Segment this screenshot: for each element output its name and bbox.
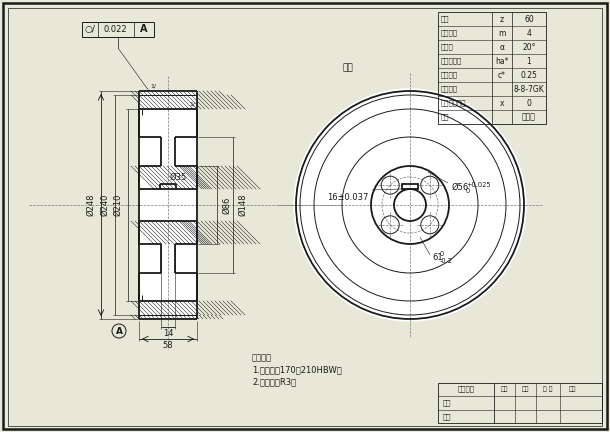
Bar bbox=[402, 184, 418, 189]
Text: 齿数: 齿数 bbox=[441, 16, 450, 22]
Bar bbox=[82, 22, 154, 37]
Bar bbox=[139, 301, 197, 315]
Text: x: x bbox=[500, 98, 504, 108]
Text: 0.022: 0.022 bbox=[103, 25, 127, 34]
Text: 0: 0 bbox=[526, 98, 531, 108]
Text: 比例: 比例 bbox=[501, 386, 508, 392]
Text: 61: 61 bbox=[432, 252, 443, 261]
Circle shape bbox=[294, 89, 526, 321]
Text: 0.25: 0.25 bbox=[520, 70, 537, 79]
Text: 齿轮变位系数: 齿轮变位系数 bbox=[441, 100, 467, 106]
Bar bbox=[139, 315, 197, 319]
Text: z: z bbox=[500, 15, 504, 23]
Text: m: m bbox=[498, 29, 506, 38]
Bar bbox=[139, 95, 197, 109]
Text: 4: 4 bbox=[526, 29, 531, 38]
Text: Ø86: Ø86 bbox=[223, 196, 232, 214]
Text: +0.025: +0.025 bbox=[466, 182, 490, 188]
Bar bbox=[139, 221, 147, 244]
Text: Ø56: Ø56 bbox=[452, 182, 469, 191]
Text: 1/: 1/ bbox=[189, 102, 195, 107]
Text: 齿形角: 齿形角 bbox=[441, 44, 454, 50]
Text: ○/: ○/ bbox=[85, 25, 95, 34]
Bar bbox=[139, 166, 147, 189]
Text: 齿顶高系数: 齿顶高系数 bbox=[441, 58, 462, 64]
Text: Ø35: Ø35 bbox=[170, 172, 187, 181]
Text: α: α bbox=[500, 42, 504, 51]
Text: 法向模数: 法向模数 bbox=[441, 30, 458, 36]
Text: 1/: 1/ bbox=[150, 83, 156, 89]
Bar bbox=[139, 91, 197, 95]
Bar bbox=[189, 166, 197, 189]
Text: 第 页: 第 页 bbox=[544, 386, 553, 392]
Text: 图纸名称: 图纸名称 bbox=[458, 386, 475, 392]
Bar bbox=[139, 91, 197, 95]
Text: ha*: ha* bbox=[495, 57, 509, 66]
Text: 58: 58 bbox=[163, 342, 173, 350]
Text: 顶隙系数: 顶隙系数 bbox=[441, 72, 458, 78]
Bar bbox=[139, 221, 147, 244]
Text: Ø248: Ø248 bbox=[87, 194, 96, 216]
Bar bbox=[438, 383, 602, 423]
Text: 14: 14 bbox=[163, 330, 173, 339]
Text: 齿距: 齿距 bbox=[441, 114, 450, 120]
Text: Ø240: Ø240 bbox=[101, 194, 110, 216]
Bar bbox=[139, 95, 197, 109]
Bar bbox=[189, 166, 197, 189]
Text: Ø148: Ø148 bbox=[239, 194, 248, 216]
Text: -0.2: -0.2 bbox=[440, 258, 453, 264]
Text: 精度等级: 精度等级 bbox=[441, 86, 458, 92]
Text: A: A bbox=[115, 327, 123, 336]
Text: 右旋法: 右旋法 bbox=[522, 112, 536, 121]
Text: 2.未注圆角R3。: 2.未注圆角R3。 bbox=[252, 378, 296, 387]
Bar bbox=[139, 301, 197, 315]
Text: 共页: 共页 bbox=[522, 386, 529, 392]
Text: Ø210: Ø210 bbox=[113, 194, 123, 216]
Text: 20°: 20° bbox=[522, 42, 536, 51]
Bar bbox=[189, 221, 197, 244]
Text: 北余: 北余 bbox=[343, 64, 353, 73]
Text: 版本: 版本 bbox=[569, 386, 576, 392]
Text: 技术要求: 技术要求 bbox=[252, 353, 272, 362]
Text: A: A bbox=[140, 25, 148, 35]
Text: 0: 0 bbox=[440, 251, 444, 257]
Text: 1: 1 bbox=[526, 57, 531, 66]
Bar bbox=[139, 166, 147, 189]
Text: 16±0.037: 16±0.037 bbox=[328, 193, 368, 201]
Bar bbox=[139, 315, 197, 319]
Text: 60: 60 bbox=[524, 15, 534, 23]
Text: 设计: 设计 bbox=[443, 400, 451, 407]
Text: 8-8-7GK: 8-8-7GK bbox=[514, 85, 544, 93]
Bar bbox=[139, 91, 197, 319]
Bar bbox=[189, 221, 197, 244]
Bar bbox=[438, 12, 546, 124]
Text: 0: 0 bbox=[466, 188, 470, 194]
Text: 审核: 审核 bbox=[443, 414, 451, 420]
Text: 1.正火处理170～210HBW。: 1.正火处理170～210HBW。 bbox=[252, 365, 342, 375]
Text: c*: c* bbox=[498, 70, 506, 79]
